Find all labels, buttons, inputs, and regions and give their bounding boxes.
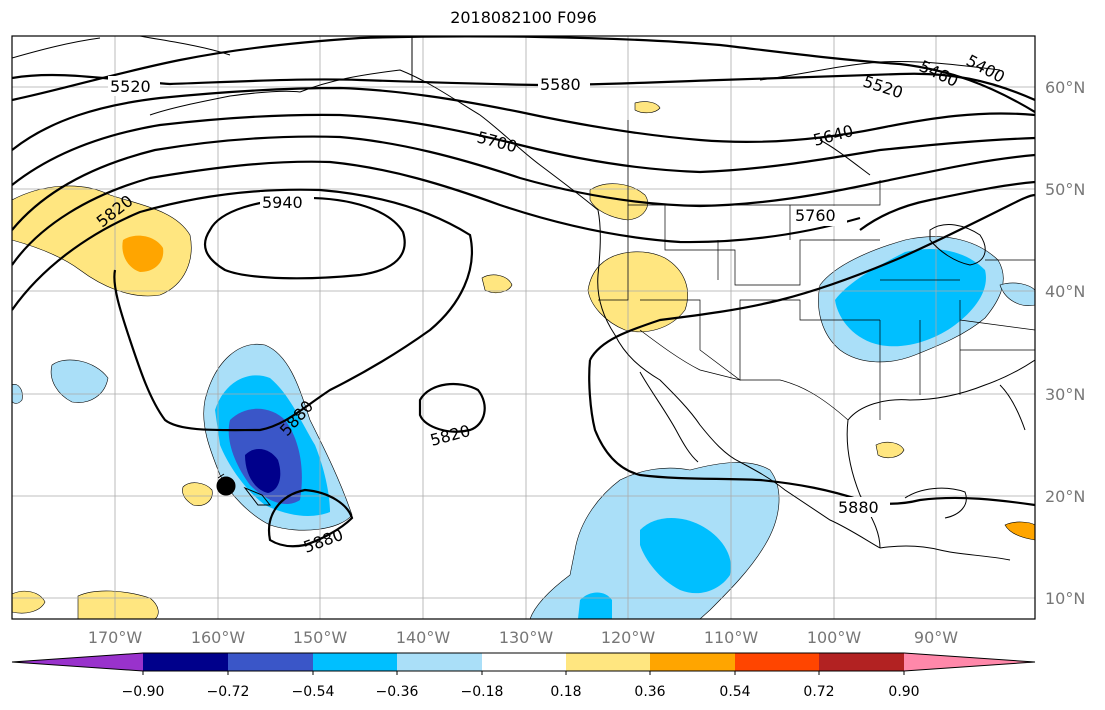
colorbar-labels: −0.90 −0.72 −0.54 −0.36 −0.18 0.18 0.36 … — [122, 684, 920, 700]
colorbar-tick-label: 0.36 — [634, 684, 665, 700]
colorbar-tick-label: 0.72 — [803, 684, 834, 700]
lat-label: 40°N — [1045, 282, 1085, 301]
map-frame — [11, 35, 1036, 620]
height-contours — [12, 36, 1035, 548]
contour-label: 5580 — [540, 75, 581, 94]
lat-label: 20°N — [1045, 487, 1085, 506]
anomaly-shading — [12, 101, 1035, 619]
colorbar-segment — [228, 653, 313, 671]
lon-label: 160°W — [191, 628, 246, 647]
colorbar — [11, 652, 1036, 675]
colorbar-tick-label: 0.90 — [888, 684, 919, 700]
colorbar-tick-label: −0.54 — [292, 684, 335, 700]
colorbar-segment — [313, 653, 397, 671]
lat-label: 10°N — [1045, 589, 1085, 608]
colorbar-segment — [735, 653, 819, 671]
lat-label: 30°N — [1045, 385, 1085, 404]
lon-label: 150°W — [293, 628, 348, 647]
contour-label: 5520 — [110, 77, 151, 96]
colorbar-tick-label: −0.90 — [122, 684, 165, 700]
lon-label: 90°W — [914, 628, 958, 647]
longitude-labels: 170°W 160°W 150°W 140°W 130°W 120°W 110°… — [88, 628, 958, 647]
colorbar-tick-label: 0.54 — [719, 684, 750, 700]
lon-label: 110°W — [704, 628, 759, 647]
colorbar-tick-label: 0.18 — [550, 684, 581, 700]
contour-label: 5880 — [838, 498, 879, 517]
colorbar-segment — [143, 653, 228, 671]
colorbar-segment — [482, 653, 566, 671]
lat-label: 60°N — [1045, 78, 1085, 97]
lon-label: 100°W — [807, 628, 862, 647]
colorbar-tick-label: −0.72 — [207, 684, 250, 700]
latitude-labels: 60°N 50°N 40°N 30°N 20°N 10°N — [1045, 78, 1085, 608]
colorbar-segment — [566, 653, 650, 671]
colorbar-tick-label: −0.36 — [376, 684, 419, 700]
lon-label: 170°W — [88, 628, 143, 647]
colorbar-tick-label: −0.18 — [461, 684, 504, 700]
lon-label: 120°W — [601, 628, 656, 647]
colorbar-segment — [650, 653, 735, 671]
map-title: 2018082100 F096 — [450, 8, 597, 27]
contour-label: 5940 — [262, 193, 303, 212]
colorbar-segment — [819, 653, 904, 671]
colorbar-segment — [397, 653, 482, 671]
lon-label: 140°W — [396, 628, 451, 647]
colorbar-extend-max — [904, 653, 1035, 671]
political-borders — [598, 120, 1035, 421]
contour-label: 5760 — [795, 206, 836, 225]
lon-label: 130°W — [499, 628, 554, 647]
lat-label: 50°N — [1045, 180, 1085, 199]
gridlines — [12, 36, 1035, 619]
colorbar-extend-min — [12, 653, 143, 671]
